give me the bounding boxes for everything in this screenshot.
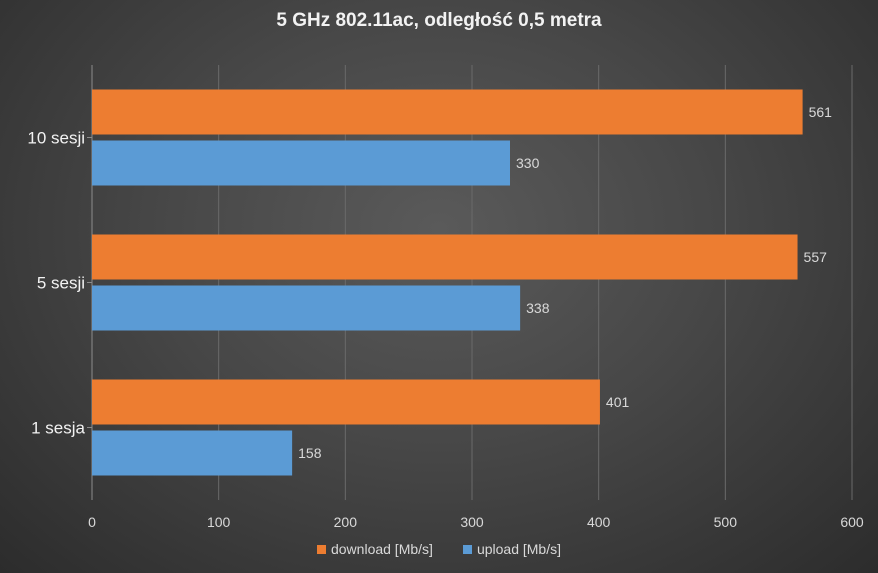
x-tick-label-200: 200 [334,514,358,530]
bar-upload [92,430,293,476]
y-category-label: 10 sesji [27,129,85,148]
data-label-download: 401 [606,394,630,410]
chart-title: 5 GHz 802.11ac, odległość 0,5 metra [276,10,602,31]
legend: download [Mb/s] upload [Mb/s] [0,541,878,557]
bar-download [92,234,798,280]
bar-download [92,89,803,135]
data-label-download: 561 [809,104,833,120]
legend-item-upload: upload [Mb/s] [462,541,561,557]
x-tick-label-500: 500 [714,514,738,530]
legend-swatch-download [316,544,326,554]
bar-download [92,379,600,425]
y-category-label: 1 sesja [31,419,85,438]
y-category-label: 5 sesji [37,274,85,293]
legend-label-upload: upload [Mb/s] [476,541,561,557]
bar-upload [92,140,510,186]
data-label-download: 557 [804,249,828,265]
legend-item-download: download [Mb/s] [316,541,433,557]
data-label-upload: 158 [298,445,322,461]
data-label-upload: 330 [516,155,540,171]
bar-upload [92,285,521,331]
x-tick-label-600: 600 [840,514,864,530]
x-tick-label-0: 0 [88,514,96,530]
x-tick-label-100: 100 [207,514,231,530]
legend-swatch-upload [462,544,472,554]
x-tick-label-400: 400 [587,514,611,530]
legend-label-download: download [Mb/s] [330,541,433,557]
data-label-upload: 338 [526,300,550,316]
x-tick-label-300: 300 [460,514,484,530]
